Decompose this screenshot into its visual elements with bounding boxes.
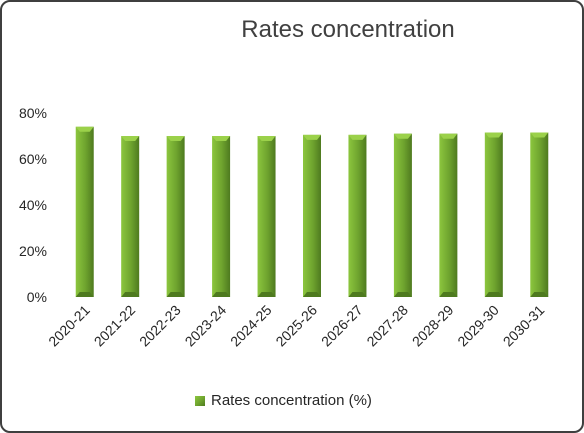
y-tick-label: 80% (19, 105, 47, 121)
bar (484, 132, 503, 297)
bar-bevel-bottom (121, 292, 140, 297)
bar-bevel-bottom (212, 292, 231, 297)
bar-bevel-top (212, 136, 231, 141)
x-tick-label: 2030-31 (500, 302, 548, 350)
x-tick-label: 2023-24 (182, 302, 230, 350)
bar-bevel-bottom (75, 292, 94, 297)
bar-bevel-top (257, 136, 276, 141)
bar (121, 136, 140, 297)
bar (257, 136, 276, 297)
legend-label: Rates concentration (%) (211, 392, 372, 409)
bar-body (530, 132, 549, 297)
bar-bevel-top (303, 134, 321, 140)
bar-body (212, 136, 231, 297)
x-tick-label: 2026-27 (318, 302, 366, 350)
chart-title: Rates concentration (241, 16, 455, 43)
bar-body (121, 136, 140, 297)
bar-body (257, 136, 276, 297)
bar-bevel-top (530, 132, 549, 138)
bar-bevel-top (121, 136, 140, 141)
x-tick-label: 2020-21 (45, 302, 93, 350)
bar-bevel-bottom (166, 292, 185, 297)
x-axis: 2020-212021-222022-232023-242024-252025-… (45, 302, 547, 350)
bar (166, 136, 185, 297)
y-tick-label: 40% (19, 197, 47, 213)
bar-bevel-bottom (303, 292, 321, 297)
chart-legend: Rates concentration (%) (195, 392, 372, 409)
y-tick-label: 60% (19, 151, 47, 167)
bar (75, 126, 94, 297)
bar-bevel-top (166, 136, 185, 141)
bar (212, 136, 231, 297)
bar-body (439, 133, 458, 297)
bar-bevel-top (439, 133, 458, 139)
x-tick-label: 2021-22 (91, 302, 139, 350)
bar-bevel-bottom (439, 292, 458, 297)
bar-body (75, 126, 94, 297)
bar-body (393, 133, 412, 297)
x-tick-label: 2029-30 (454, 302, 502, 350)
bar-bevel-bottom (530, 292, 549, 297)
x-tick-label: 2025-26 (272, 302, 320, 350)
bar (530, 132, 549, 297)
x-tick-label: 2024-25 (227, 302, 275, 350)
bar (393, 133, 412, 297)
bar (303, 134, 321, 297)
bar-series (75, 126, 549, 297)
bar-bevel-bottom (348, 292, 367, 297)
y-axis: 0% 20% 40% 60% 80% (19, 105, 47, 305)
bar-bevel-top (348, 134, 367, 140)
bar-body (348, 134, 367, 297)
x-tick-label: 2027-28 (363, 302, 411, 350)
legend-swatch (195, 395, 205, 406)
bar-body (166, 136, 185, 297)
bar-body (303, 134, 321, 297)
bar-bevel-top (484, 132, 503, 138)
bar (348, 134, 367, 297)
bar-bevel-bottom (393, 292, 412, 297)
bar-bevel-bottom (484, 292, 503, 297)
bar (439, 133, 458, 297)
bar-body (484, 132, 503, 297)
bar-bevel-bottom (257, 292, 276, 297)
bar-bevel-top (393, 133, 412, 139)
x-tick-label: 2028-29 (409, 302, 457, 350)
y-tick-label: 0% (27, 289, 47, 305)
bar-bevel-top (75, 126, 94, 132)
y-tick-label: 20% (19, 243, 47, 259)
x-tick-label: 2022-23 (136, 302, 184, 350)
